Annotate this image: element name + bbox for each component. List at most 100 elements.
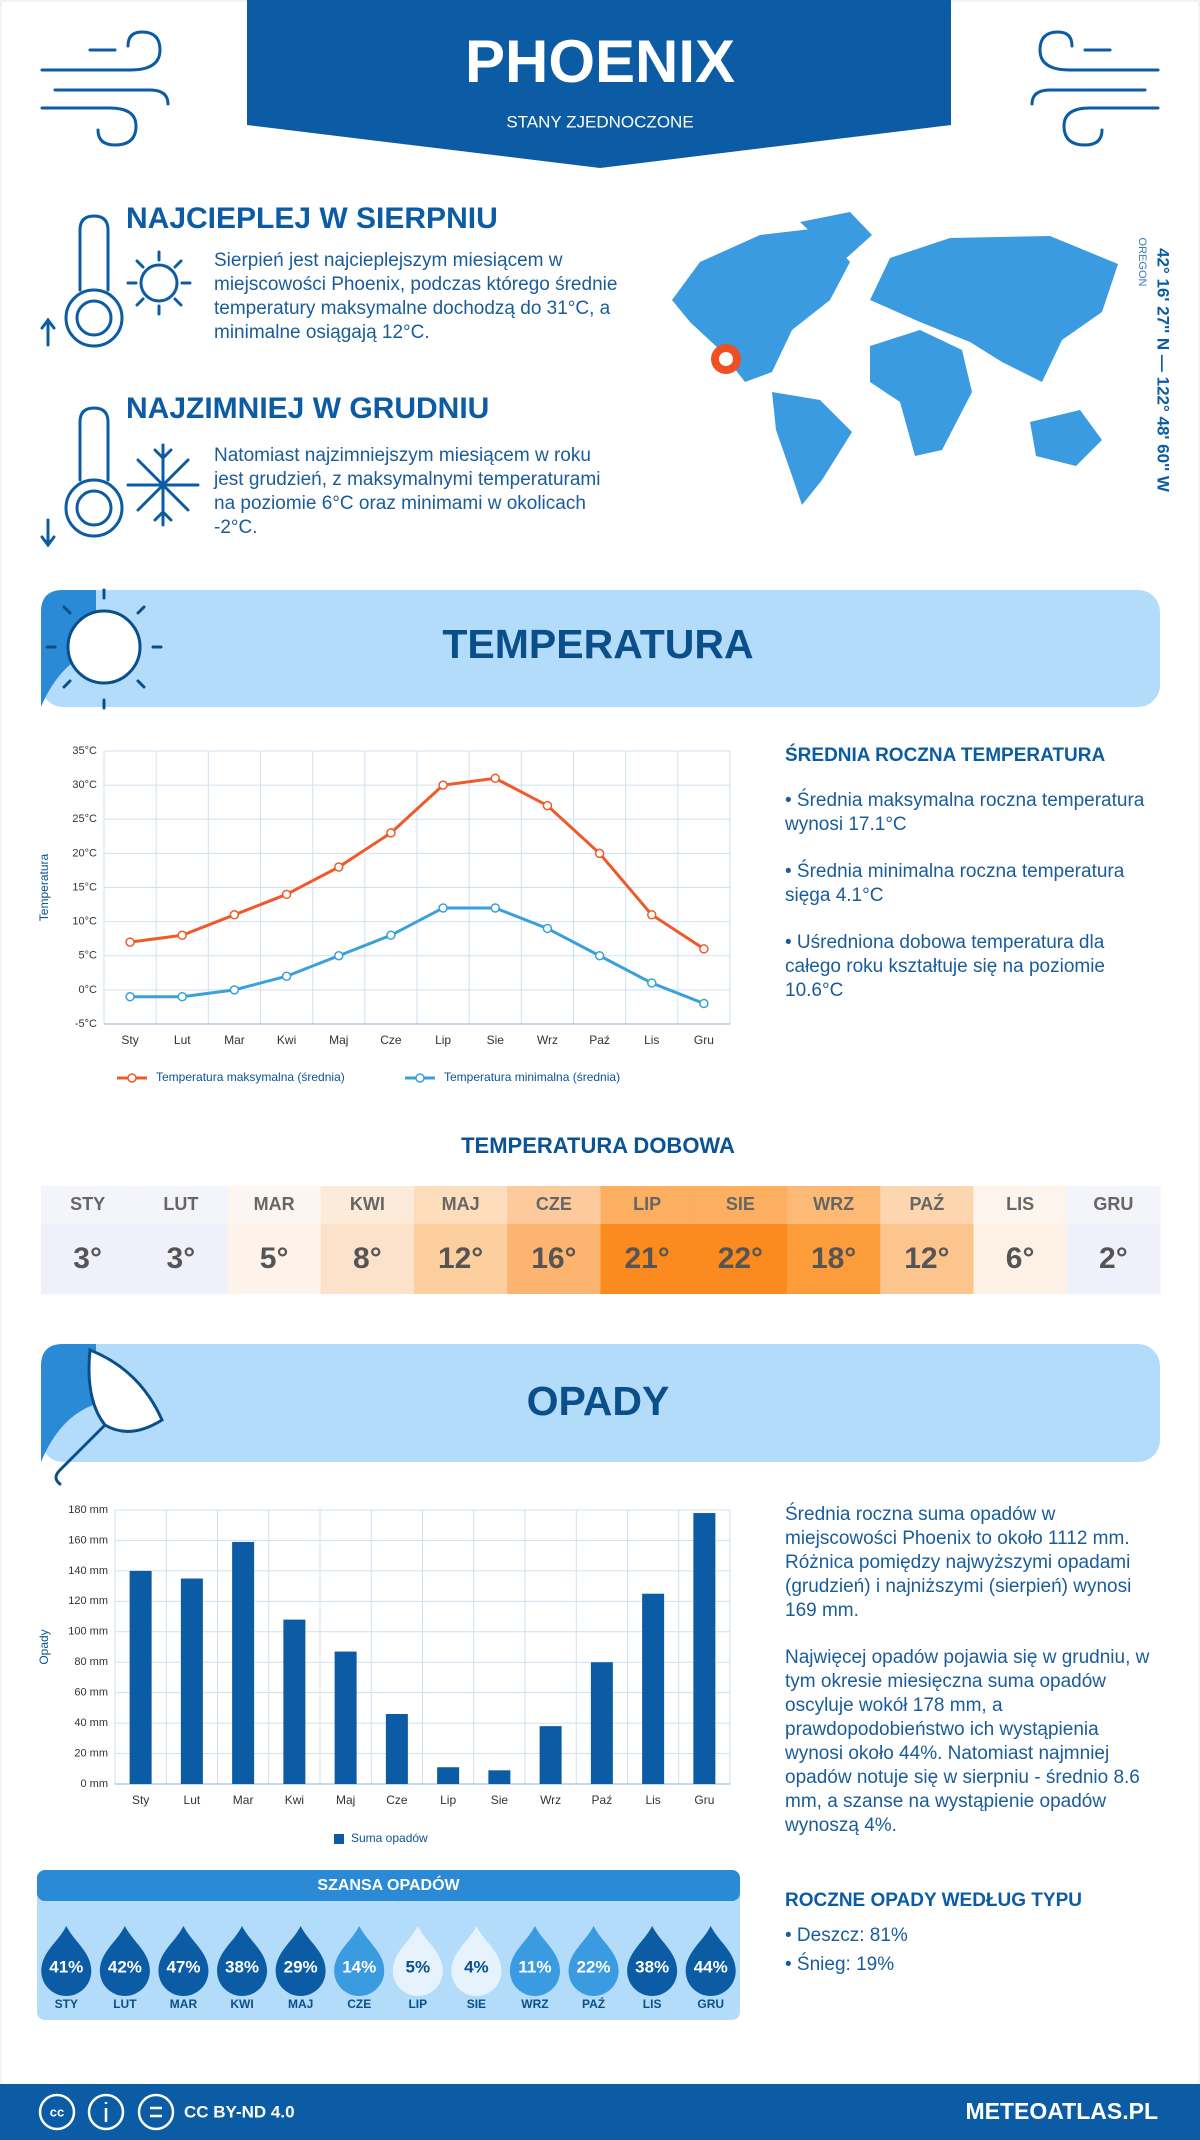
bar — [693, 1513, 716, 1784]
table-value: 21° — [624, 1242, 669, 1275]
hottest-title: NAJCIEPLEJ W SIERPNIU — [126, 202, 498, 235]
summary-item: • Średnia minimalna roczna temperatura s… — [785, 861, 1125, 906]
drop-month: CZE — [347, 1997, 371, 2011]
point — [542, 923, 553, 934]
drop-month: LIP — [408, 1997, 427, 2011]
sun-icon — [45, 588, 163, 710]
table-header-shade — [41, 1186, 135, 1224]
point — [177, 930, 187, 941]
table-cell — [507, 1186, 601, 1294]
footer-bar — [0, 2084, 1200, 2140]
point — [177, 991, 187, 1002]
section-banner — [41, 1344, 1160, 1462]
point — [334, 862, 344, 872]
drop-month: MAR — [170, 1997, 198, 2011]
table-value: 18° — [811, 1242, 856, 1275]
table-header-shade — [973, 1186, 1068, 1224]
drop — [392, 1926, 443, 1996]
drop-label: 41% — [49, 1957, 83, 1976]
x-tick-label: Sie — [491, 1793, 509, 1807]
table-cell — [320, 1186, 415, 1294]
legend-label: Temperatura maksymalna (średnia) — [156, 1070, 345, 1084]
drop-label: 29% — [284, 1957, 318, 1976]
bar — [488, 1770, 511, 1784]
drop — [568, 1926, 619, 1996]
table-value: 16° — [531, 1242, 576, 1275]
table-month: KWI — [350, 1194, 385, 1214]
license: CC BY-ND 4.0 — [184, 2102, 295, 2121]
hottest-text: Sierpień jest najcieplejszym miesiącem w… — [214, 250, 618, 343]
table-month: STY — [70, 1194, 105, 1214]
table-header-shade — [787, 1186, 881, 1224]
x-tick-label: Lis — [644, 1033, 659, 1047]
table-cell — [1066, 1186, 1161, 1294]
table-month: SIE — [726, 1194, 755, 1214]
drop-label: 38% — [225, 1957, 259, 1976]
x-tick-label: Lis — [645, 1793, 660, 1807]
table-month: LIP — [633, 1194, 661, 1214]
drop-month: SIE — [467, 1997, 486, 2011]
table-header-shade — [1066, 1186, 1161, 1224]
bar — [539, 1726, 562, 1784]
table-header-shade — [693, 1186, 788, 1224]
coldest-text: Natomiast najzimniejszym miesiącem w rok… — [214, 445, 601, 538]
legend-point — [127, 1073, 137, 1083]
y-axis-title: Opady — [37, 1629, 51, 1664]
x-tick-label: Wrz — [537, 1033, 558, 1047]
region: OREGON — [1136, 238, 1148, 287]
thermometer-icons — [40, 214, 200, 548]
bar — [437, 1767, 460, 1784]
table-month: PAŹ — [910, 1193, 945, 1214]
table-month: WRZ — [813, 1194, 854, 1214]
y-tick-label: 0°C — [79, 984, 98, 996]
drop-label: 4% — [464, 1957, 489, 1976]
summary-item: • Średnia maksymalna roczna temperatura … — [785, 790, 1145, 835]
table-value: 12° — [904, 1242, 949, 1275]
y-tick-label: 180 mm — [68, 1504, 108, 1516]
point — [386, 930, 396, 941]
point — [229, 910, 240, 920]
drop — [627, 1926, 678, 1996]
y-tick-label: 35°C — [72, 745, 97, 757]
point — [490, 773, 500, 784]
x-tick-label: Lip — [435, 1033, 451, 1047]
table-value: 22° — [718, 1242, 763, 1275]
point — [386, 828, 396, 838]
table-header-shade — [414, 1186, 508, 1224]
point — [125, 937, 135, 947]
y-tick-label: 140 mm — [68, 1565, 108, 1577]
drop-panel-header — [37, 1870, 740, 1901]
table-header-shade — [320, 1186, 415, 1224]
country: STANY ZJEDNOCZONE — [506, 112, 693, 131]
types-item: • Śnieg: 19% — [785, 1954, 895, 1975]
table-month: MAR — [254, 1194, 295, 1214]
location-marker-center — [719, 352, 733, 366]
table-cell — [41, 1186, 135, 1294]
table-header-shade — [134, 1186, 228, 1224]
y-tick-label: 40 mm — [74, 1717, 108, 1729]
x-tick-label: Cze — [380, 1033, 402, 1047]
drop-month: LUT — [113, 1997, 137, 2011]
point — [647, 910, 657, 920]
y-tick-label: 20°C — [72, 847, 97, 859]
section-title: OPADY — [527, 1378, 670, 1424]
x-tick-label: Lut — [184, 1793, 201, 1807]
point — [229, 985, 240, 995]
table-month: MAJ — [442, 1194, 480, 1214]
x-tick-label: Gru — [694, 1793, 714, 1807]
y-tick-label: 120 mm — [68, 1595, 108, 1607]
drop — [334, 1926, 385, 1996]
point — [594, 951, 605, 961]
drop-label: 47% — [166, 1957, 200, 1976]
y-tick-label: 0 mm — [81, 1778, 109, 1790]
precip-text: Najwięcej opadów pojawia się w grudniu, … — [785, 1647, 1150, 1836]
point — [334, 951, 344, 961]
types-title: ROCZNE OPADY WEDŁUG TYPU — [785, 1890, 1082, 1911]
drop-label: 42% — [108, 1957, 142, 1976]
legend-swatch — [334, 1834, 344, 1844]
y-tick-label: 15°C — [72, 881, 97, 893]
y-tick-label: 80 mm — [74, 1656, 108, 1668]
table-value: 3° — [73, 1242, 102, 1275]
